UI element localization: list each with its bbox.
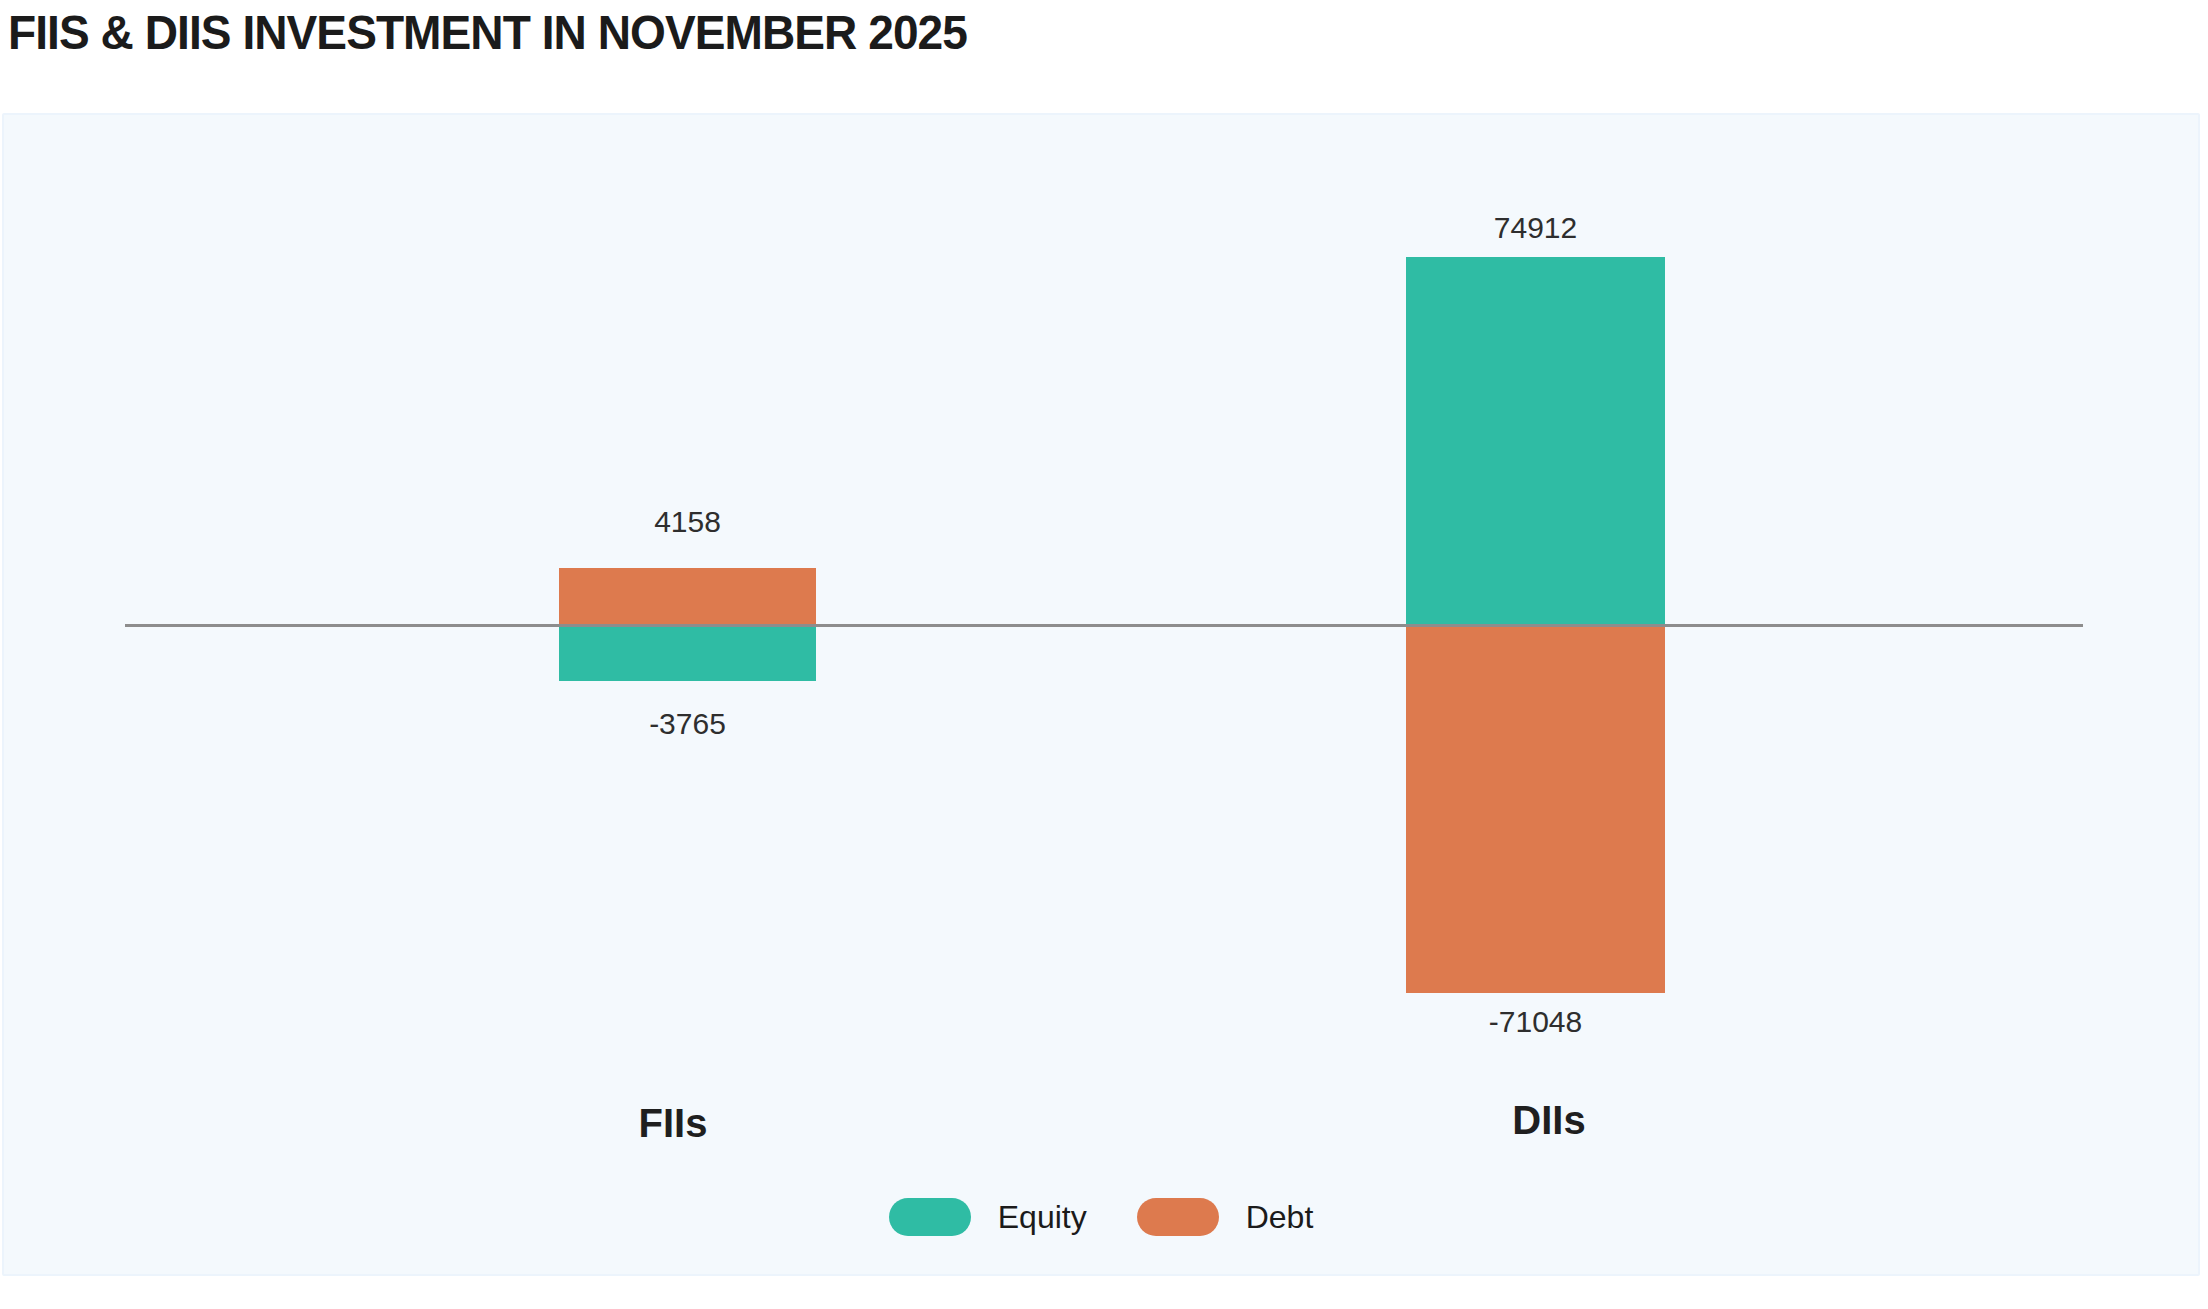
fiis-debt-value-label: 4158 — [559, 505, 816, 539]
diis-debt-value-label: -71048 — [1406, 1005, 1665, 1039]
legend-item-debt[interactable]: Debt — [1137, 1198, 1314, 1236]
zero-axis-line — [125, 624, 2083, 627]
diis-debt-bar[interactable] — [1406, 627, 1665, 993]
fiis-equity-bar[interactable] — [559, 627, 816, 681]
chart-panel: 4158 -3765 74912 -71048 FIIs DIIs Equity… — [2, 113, 2200, 1276]
page-title: FIIS & DIIS INVESTMENT IN NOVEMBER 2025 — [8, 4, 967, 60]
legend-item-equity[interactable]: Equity — [889, 1198, 1087, 1236]
debt-legend-label: Debt — [1246, 1199, 1314, 1236]
diis-equity-value-label: 74912 — [1406, 211, 1665, 245]
category-label-fiis: FIIs — [543, 1101, 803, 1146]
legend: Equity Debt — [4, 1198, 2198, 1236]
page: FIIS & DIIS INVESTMENT IN NOVEMBER 2025 … — [0, 0, 2208, 1309]
fiis-debt-bar[interactable] — [559, 568, 816, 624]
equity-legend-swatch — [889, 1198, 971, 1236]
fiis-equity-value-label: -3765 — [559, 707, 816, 741]
diis-equity-bar[interactable] — [1406, 257, 1665, 624]
category-label-diis: DIIs — [1419, 1098, 1679, 1143]
debt-legend-swatch — [1137, 1198, 1219, 1236]
equity-legend-label: Equity — [998, 1199, 1087, 1236]
